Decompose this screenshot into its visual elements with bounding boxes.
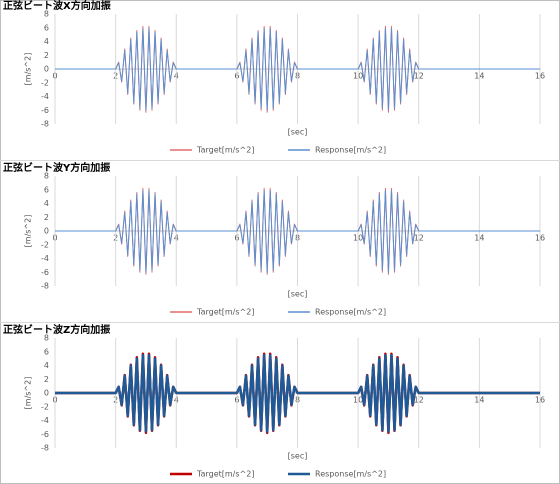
y-tick-label: -2: [41, 78, 49, 87]
y-tick-label: -8: [41, 120, 49, 129]
x-axis-label: [sec]: [288, 128, 308, 137]
legend-label: Target[m/s^2]: [196, 470, 254, 479]
legend-label: Target[m/s^2]: [196, 146, 254, 155]
y-tick-label: 4: [44, 199, 49, 208]
chart-title: 正弦ビート波Z方向加振: [3, 323, 110, 336]
y-tick-label: -4: [41, 416, 49, 425]
chart-title: 正弦ビート波Y方向加振: [3, 161, 110, 174]
y-axis-label: [m/s^2]: [24, 53, 33, 86]
y-tick-label: 4: [44, 37, 49, 46]
legend-label: Target[m/s^2]: [196, 308, 254, 317]
y-tick-label: -2: [41, 240, 49, 249]
y-axis-label: [m/s^2]: [24, 377, 33, 410]
series-line: [55, 27, 540, 111]
y-tick-label: -6: [41, 268, 49, 277]
series-line: [55, 353, 540, 433]
y-axis-label: [m/s^2]: [24, 215, 33, 248]
legend-label: Response[m/s^2]: [315, 470, 386, 479]
y-tick-label: 6: [44, 185, 49, 194]
y-tick-label: 8: [44, 172, 49, 181]
x-axis-label: [sec]: [288, 452, 308, 461]
y-tick-label: -6: [41, 430, 49, 439]
x-axis-label: [sec]: [288, 290, 308, 299]
y-tick-label: -4: [41, 254, 49, 263]
y-tick-label: 0: [44, 227, 49, 236]
series-line: [55, 189, 540, 273]
y-tick-label: -8: [41, 282, 49, 291]
y-tick-label: -6: [41, 106, 49, 115]
y-tick-label: 6: [44, 347, 49, 356]
y-tick-label: 0: [44, 389, 49, 398]
y-tick-label: 2: [44, 213, 49, 222]
y-tick-label: 6: [44, 23, 49, 32]
y-tick-label: 8: [44, 334, 49, 343]
chart-title: 正弦ビート波X方向加振: [3, 0, 111, 12]
legend-label: Response[m/s^2]: [315, 308, 386, 317]
y-tick-label: 4: [44, 361, 49, 370]
y-tick-label: -2: [41, 402, 49, 411]
y-tick-label: 2: [44, 375, 49, 384]
y-tick-label: -4: [41, 92, 49, 101]
y-tick-label: 8: [44, 10, 49, 19]
y-tick-label: 0: [44, 65, 49, 74]
y-tick-label: 2: [44, 51, 49, 60]
y-tick-label: -8: [41, 444, 49, 453]
legend-label: Response[m/s^2]: [315, 146, 386, 155]
